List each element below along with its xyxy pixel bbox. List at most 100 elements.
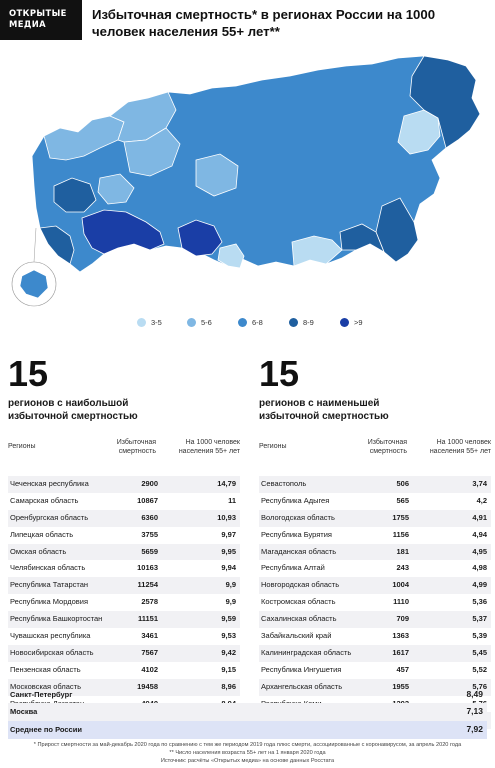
- rate-per-1000: 5,52: [472, 664, 487, 674]
- rate-per-1000: 5,39: [472, 631, 487, 641]
- rate-per-1000: 9,97: [221, 529, 236, 539]
- legend-label: 3-5: [151, 318, 162, 327]
- table-row: Республика Адыгея 565 4,2: [259, 493, 491, 510]
- map-region-east-dark: [409, 55, 481, 149]
- region-name: Республика Бурятия: [261, 529, 332, 539]
- region-name: Калининградская область: [261, 647, 352, 657]
- region-name: Республика Башкортостан: [10, 614, 103, 624]
- map-region-kaliningrad: [19, 269, 49, 299]
- excess-deaths: 11151: [137, 614, 158, 624]
- table-row: Чувашская республика 3461 9,53: [8, 628, 240, 645]
- top-subtitle: регионов с наибольшой избыточной смертно…: [8, 398, 138, 422]
- moscow-name: Москва: [10, 707, 38, 716]
- table-row: Липецкая область 3755 9,97: [8, 527, 240, 544]
- region-name: Липецкая область: [10, 529, 74, 539]
- legend-item: 5-6: [187, 318, 212, 327]
- rate-per-1000: 14,79: [217, 479, 236, 488]
- region-name: Сахалинская область: [261, 614, 337, 624]
- rate-per-1000: 9,53: [221, 631, 236, 641]
- excess-deaths: 709: [396, 614, 409, 624]
- russia-choropleth-map: [11, 55, 481, 307]
- top-count: 15: [8, 353, 49, 394]
- col-rate: На 1000 человек населения 55+ лет: [429, 439, 491, 455]
- excess-deaths: 243: [396, 563, 409, 573]
- excess-deaths: 6360: [141, 512, 158, 522]
- map-region-volga-ural: [81, 209, 165, 255]
- excess-deaths: 4102: [141, 664, 158, 674]
- rate-per-1000: 4,99: [472, 580, 487, 590]
- region-name: Пензенская область: [10, 664, 81, 674]
- region-name: Костромская область: [261, 597, 336, 607]
- region-name: Оренбургская область: [10, 512, 89, 522]
- spb-name: Санкт-Петербург: [10, 690, 73, 699]
- table-row: Вологодская область 1755 4,91: [259, 509, 491, 527]
- rate-per-1000: 4,98: [472, 563, 487, 573]
- top-regions-block: 15 регионов с наибольшой избыточной смер…: [8, 353, 240, 730]
- excess-deaths: 5659: [141, 546, 158, 556]
- rate-per-1000: 9,9: [225, 597, 236, 607]
- region-name: Магаданская область: [261, 546, 337, 556]
- spb-row: Санкт-Петербург 8,49: [8, 686, 487, 704]
- legend-item: 3-5: [137, 318, 162, 327]
- excess-deaths: 1617: [392, 647, 409, 657]
- top-table-header: Регионы Избыточная смертность На 1000 че…: [8, 438, 240, 470]
- region-name: Омская область: [10, 546, 67, 556]
- map-region-siberia-light: [195, 153, 239, 197]
- table-row: Самарская область 10867 11: [8, 493, 240, 510]
- table-row: Республика Татарстан 11254 9,9: [8, 577, 240, 595]
- excess-deaths: 10163: [137, 563, 158, 573]
- table-row: Оренбургская область 6360 10,93: [8, 509, 240, 527]
- table-row: Республика Башкортостан 11151 9,59: [8, 611, 240, 629]
- rate-per-1000: 10,93: [217, 512, 236, 522]
- region-name: Республика Алтай: [261, 563, 325, 573]
- table-row: Московская область 19458 8,96: [8, 678, 240, 696]
- legend-label: 8-9: [303, 318, 314, 327]
- moscow-value: 7,13: [466, 706, 483, 716]
- table-row: Забайкальский край 1363 5,39: [259, 628, 491, 645]
- table-row: Сахалинская область 709 5,37: [259, 611, 491, 629]
- rate-per-1000: 4,91: [472, 512, 487, 522]
- legend-swatch: [289, 318, 298, 327]
- region-name: Республика Мордовия: [10, 597, 88, 607]
- bottom-table-header: Регионы Избыточная смертность На 1000 че…: [259, 438, 491, 470]
- col-deaths: Избыточная смертность: [116, 439, 156, 455]
- region-name: Челябинская область: [10, 563, 86, 573]
- excess-deaths: 506: [396, 479, 409, 488]
- rate-per-1000: 4,2: [476, 495, 487, 505]
- excess-deaths: 1755: [392, 512, 409, 522]
- legend-item: >9: [340, 318, 363, 327]
- region-name: Московская область: [10, 681, 81, 691]
- map-region-center: [53, 177, 97, 213]
- footnote-1: * Прирост смертности за май-декабрь 2020…: [33, 742, 462, 748]
- legend-swatch: [187, 318, 196, 327]
- table-row: Костромская область 1110 5,36: [259, 594, 491, 611]
- footnote-source: Источник: расчёты «Открытых медиа» на ос…: [160, 758, 335, 765]
- map-region-omsk-novosibirsk: [177, 219, 223, 257]
- rate-per-1000: 9,9: [225, 580, 236, 590]
- region-name: Чеченская республика: [10, 479, 89, 488]
- table-row: Республика Ингушетия 457 5,52: [259, 662, 491, 679]
- table-row: Новосибирская область 7567 9,42: [8, 644, 240, 662]
- map-region-altai: [217, 243, 245, 269]
- rate-per-1000: 3,74: [472, 479, 487, 488]
- region-name: Самарская область: [10, 495, 79, 505]
- excess-deaths: 181: [396, 546, 409, 556]
- map-region-amur: [339, 223, 385, 253]
- page-title: Избыточная смертность* в регионах России…: [92, 7, 436, 39]
- table-row: Севастополь 506 3,74: [259, 476, 491, 493]
- table-row: Челябинская область 10163 9,94: [8, 560, 240, 577]
- col-rate: На 1000 человек населения 55+ лет: [178, 439, 240, 455]
- legend-item: 8-9: [289, 318, 314, 327]
- table-row: Чеченская республика 2900 14,79: [8, 476, 240, 493]
- footnotes: * Прирост смертности за май-декабрь 2020…: [0, 741, 495, 766]
- map-legend: 3-5 5-6 6-8 8-9 >9: [0, 318, 495, 332]
- region-name: Севастополь: [261, 479, 307, 488]
- rate-per-1000: 5,76: [472, 681, 487, 691]
- excess-deaths: 1004: [392, 580, 409, 590]
- region-name: Республика Адыгея: [261, 495, 330, 505]
- rate-per-1000: 4,94: [472, 529, 487, 539]
- legend-label: 6-8: [252, 318, 263, 327]
- russia-average-row: Среднее по России 7,92: [8, 721, 487, 739]
- rate-per-1000: 5,45: [472, 647, 487, 657]
- excess-deaths: 11254: [137, 580, 158, 590]
